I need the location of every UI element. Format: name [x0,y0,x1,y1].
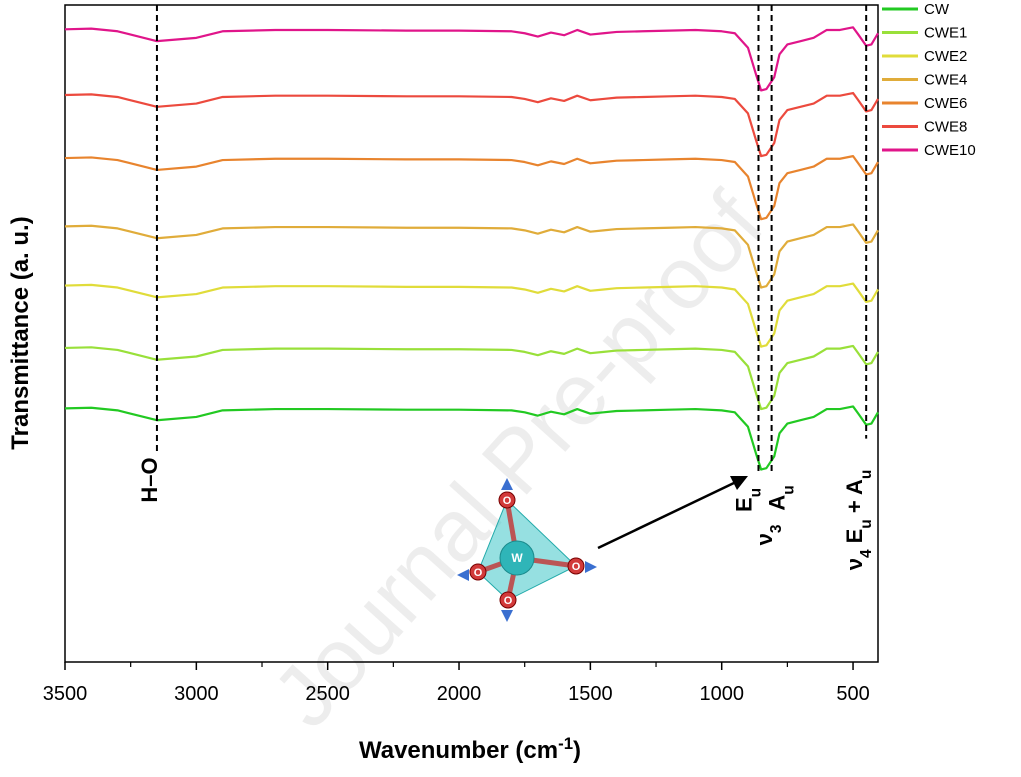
legend-label: CWE4 [924,72,967,89]
arrowhead [501,610,513,622]
text-part: u [858,470,875,479]
annotation-label: H–O [137,457,162,502]
text-part: E [842,529,867,550]
atom-label: O [504,595,513,607]
annotation-label: Eu [731,488,764,512]
text-part: 3 [768,525,785,534]
text-part: -1 [558,734,573,753]
text-part: 4 [858,549,875,558]
text-part: u [747,488,764,497]
annotation-label: Au [765,485,798,510]
atom-label: W [511,551,523,565]
text-part: H–O [137,457,162,502]
x-tick-label: 2500 [305,683,350,705]
atom-o [499,591,517,609]
atom-o [567,557,585,575]
plot-frame [64,4,879,663]
band-label: ν3 [752,525,785,546]
atom-o [469,563,487,581]
x-tick-label: 1500 [568,683,613,705]
y-axis-title: Transmittance (a. u.) [7,216,34,449]
x-tick-label: 3500 [43,683,88,705]
text-part: ν [752,533,777,545]
legend-label: CWE6 [924,95,967,112]
spectrum-line [64,155,879,221]
arrowhead [501,478,513,490]
x-tick-label: 1000 [699,683,744,705]
atom-label: O [572,561,581,573]
atom-label: O [474,567,483,579]
text-part: Wavenumber (cm [359,737,558,764]
x-axis-title: Wavenumber (cm-1) [359,734,581,765]
x-tick-label: 2000 [437,683,482,705]
legend-label: CWE10 [924,142,976,159]
arrowhead [457,569,469,581]
molecule: W O O O O [457,476,748,622]
text-part: A [765,495,790,511]
x-tick-label: 500 [836,683,869,705]
pointer-arrow [597,480,737,550]
spectrum-line [64,26,879,92]
spectrum-line [64,282,879,348]
text-part: + A [842,479,867,519]
annotation-label: ν4 Eu + Au [842,470,875,571]
text-part: u [780,485,797,494]
arrowhead [585,561,597,573]
spectrum-line [64,344,879,411]
x-tick-label: 3000 [174,683,219,705]
text-part: E [731,497,756,512]
spectrum-line [64,405,879,471]
legend-label: CW [924,1,950,18]
spectrum-line [64,223,879,289]
arrowhead [730,476,748,490]
legend-label: CWE1 [924,25,967,42]
text-part: ν [842,558,867,570]
text-part: u [858,519,875,528]
text-part: ) [573,737,581,764]
legend-label: CWE2 [924,48,967,65]
legend-label: CWE8 [924,119,967,136]
spectrum-line [64,91,879,158]
atom-o [498,491,516,509]
watermark: Journal Pre-proof [253,173,782,745]
atom-label: O [503,495,512,507]
atom-w [499,540,535,576]
